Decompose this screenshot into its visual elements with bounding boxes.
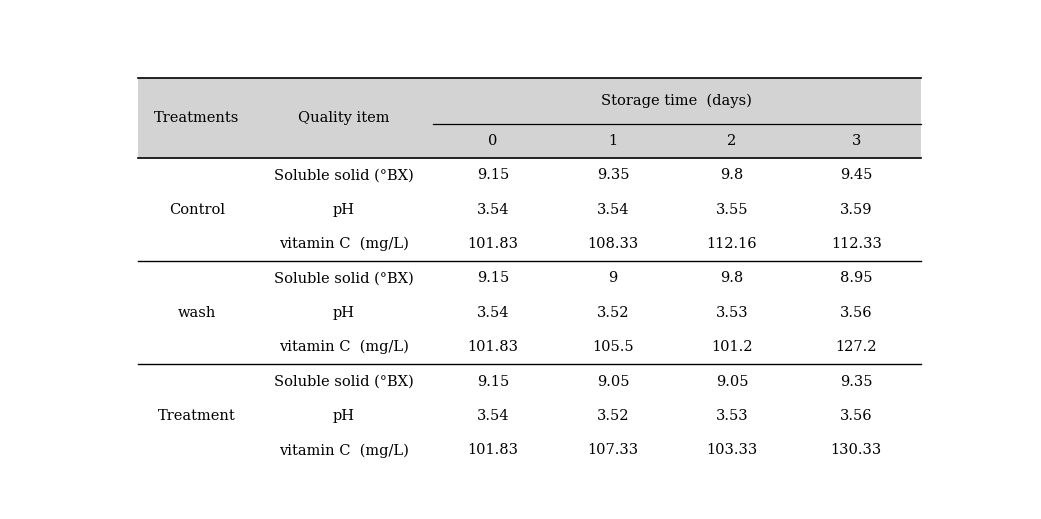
Text: Treatments: Treatments (154, 111, 239, 125)
Text: pH: pH (333, 203, 355, 217)
Text: 9.35: 9.35 (596, 168, 629, 182)
Text: 9.45: 9.45 (840, 168, 872, 182)
Text: 3.56: 3.56 (840, 306, 872, 320)
Text: 9.05: 9.05 (716, 375, 748, 389)
Text: 101.83: 101.83 (467, 340, 518, 354)
Text: 3.56: 3.56 (840, 409, 872, 423)
Text: 3.52: 3.52 (596, 306, 629, 320)
Text: 9.15: 9.15 (477, 271, 509, 285)
Text: 107.33: 107.33 (587, 443, 638, 457)
Text: 101.83: 101.83 (467, 237, 518, 251)
Text: pH: pH (333, 409, 355, 423)
Text: Storage time  (days): Storage time (days) (602, 94, 753, 108)
Text: Control: Control (169, 203, 225, 217)
Text: 2: 2 (728, 134, 737, 148)
Text: 101.2: 101.2 (711, 340, 753, 354)
Text: 103.33: 103.33 (707, 443, 758, 457)
Text: 130.33: 130.33 (831, 443, 882, 457)
Text: 0: 0 (488, 134, 498, 148)
Text: 3.54: 3.54 (596, 203, 629, 217)
Text: pH: pH (333, 306, 355, 320)
Text: 9.8: 9.8 (720, 271, 743, 285)
Text: 9.35: 9.35 (840, 375, 872, 389)
Text: 3.54: 3.54 (477, 306, 509, 320)
Text: 112.16: 112.16 (707, 237, 757, 251)
Text: vitamin C  (mg/L): vitamin C (mg/L) (279, 340, 409, 354)
Text: 127.2: 127.2 (836, 340, 877, 354)
Text: 9.15: 9.15 (477, 375, 509, 389)
Text: 3.53: 3.53 (715, 306, 748, 320)
Text: Treatment: Treatment (158, 409, 235, 423)
Text: 1: 1 (608, 134, 617, 148)
Text: Soluble solid (°BX): Soluble solid (°BX) (274, 271, 413, 285)
Text: 8.95: 8.95 (840, 271, 872, 285)
Text: Soluble solid (°BX): Soluble solid (°BX) (274, 168, 413, 182)
Text: 3.59: 3.59 (840, 203, 872, 217)
Text: 105.5: 105.5 (592, 340, 634, 354)
Text: 3.53: 3.53 (715, 409, 748, 423)
Text: vitamin C  (mg/L): vitamin C (mg/L) (279, 443, 409, 458)
Text: vitamin C  (mg/L): vitamin C (mg/L) (279, 237, 409, 251)
Text: 3.55: 3.55 (716, 203, 748, 217)
Text: 3.54: 3.54 (477, 203, 509, 217)
Text: 9.05: 9.05 (596, 375, 629, 389)
Text: 3: 3 (852, 134, 861, 148)
Text: 3.52: 3.52 (596, 409, 629, 423)
Text: 9.15: 9.15 (477, 168, 509, 182)
Text: Soluble solid (°BX): Soluble solid (°BX) (274, 375, 413, 389)
Bar (138, 78, 920, 158)
Text: Quality item: Quality item (298, 111, 389, 125)
Text: wash: wash (178, 306, 215, 320)
Text: 101.83: 101.83 (467, 443, 518, 457)
Text: 108.33: 108.33 (587, 237, 638, 251)
Text: 112.33: 112.33 (831, 237, 882, 251)
Text: 3.54: 3.54 (477, 409, 509, 423)
Text: 9.8: 9.8 (720, 168, 743, 182)
Text: 9: 9 (608, 271, 617, 285)
